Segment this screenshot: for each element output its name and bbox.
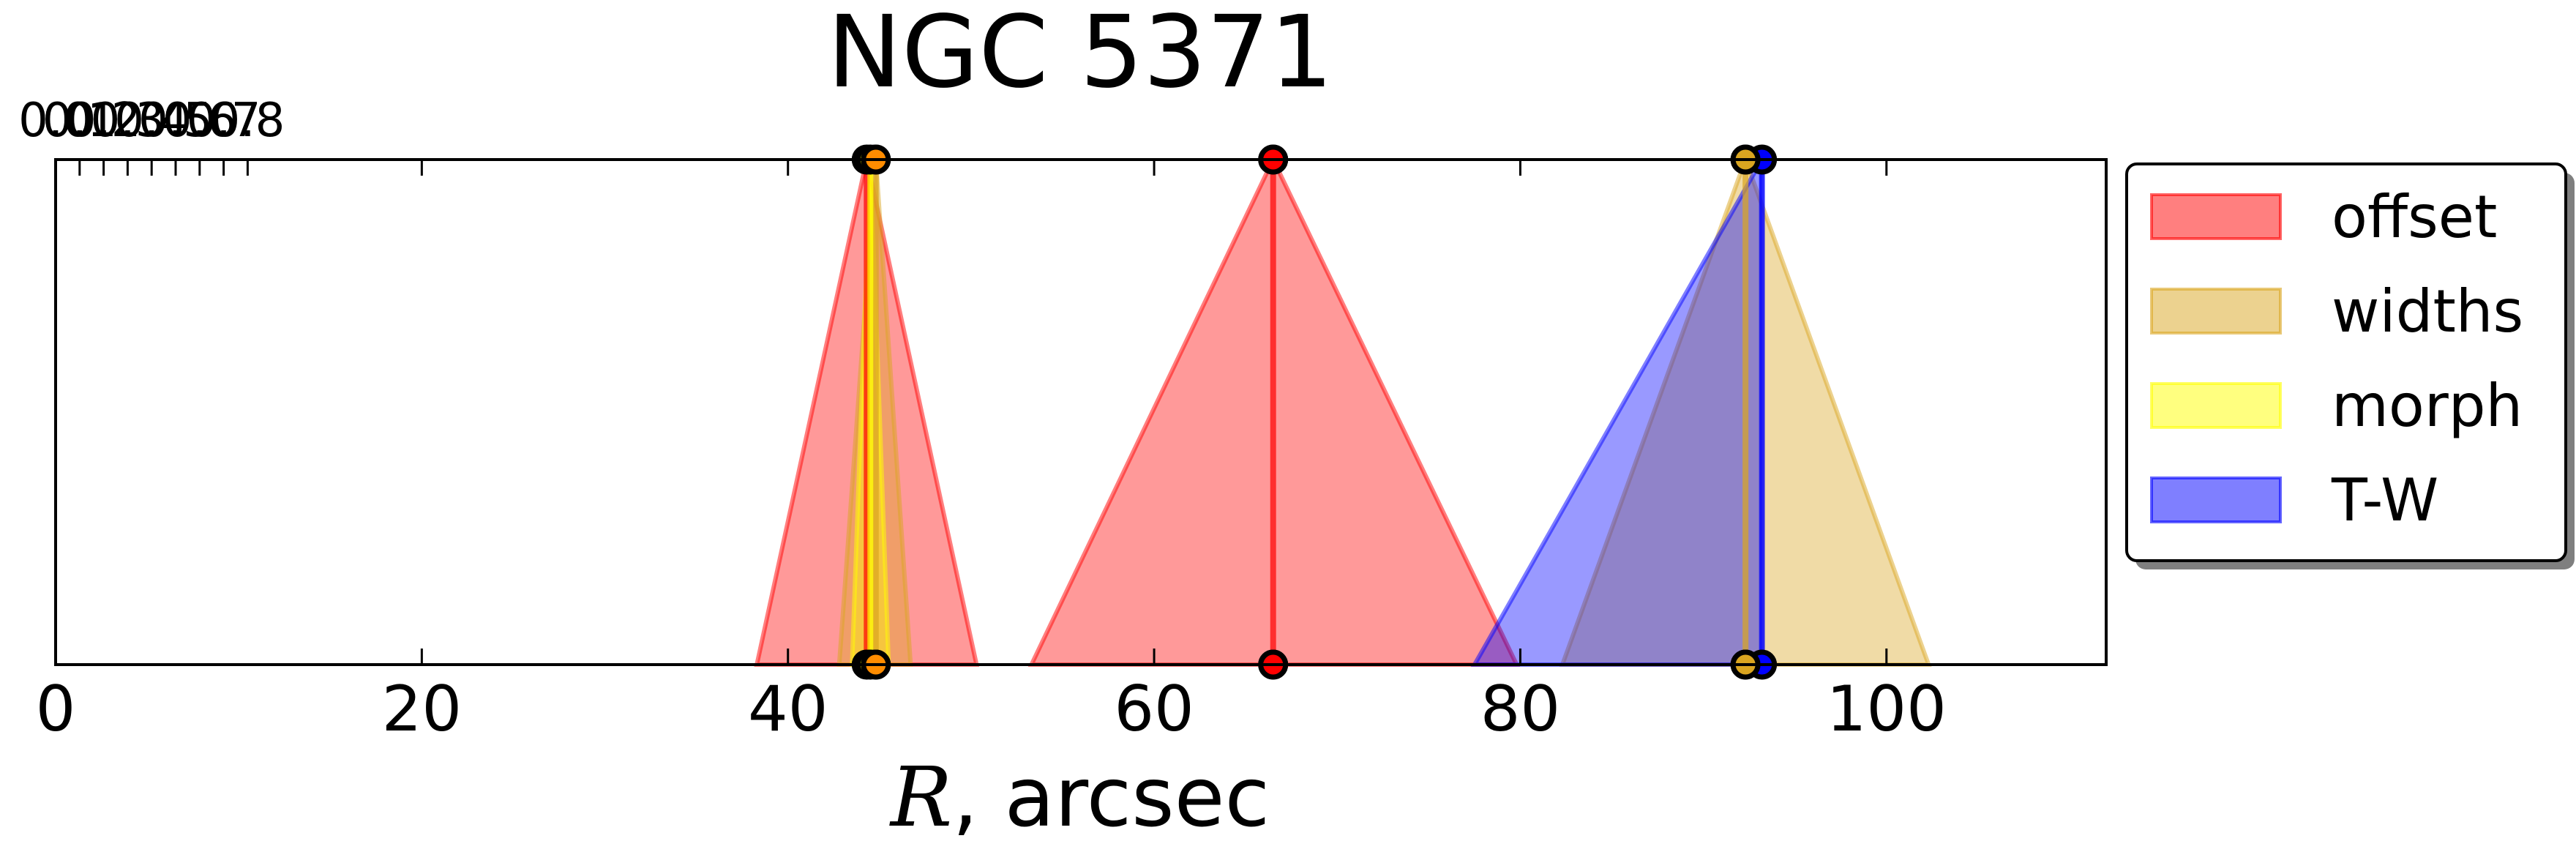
legend-label-T-W: T-W: [2331, 466, 2438, 534]
top-tick-label-0.8: 0.8: [211, 94, 285, 148]
top-tick-label-0.4: 0.4: [114, 94, 189, 148]
legend-swatch-morph: [2150, 382, 2282, 429]
x-axis-label: R, arcsec: [889, 750, 1270, 845]
top-tick-label-0.5: 0.5: [138, 94, 213, 148]
top-tick-label-0.1: 0.1: [42, 94, 117, 148]
x-axis-unit: , arcsec: [952, 750, 1270, 845]
plot-fills: [754, 151, 1932, 667]
bottom-axis: 0 20 40 60 80 100: [36, 160, 1947, 746]
plot-frame: [54, 158, 2108, 666]
legend-label-morph: morph: [2332, 372, 2523, 440]
x-tick-label-80: 80: [1480, 673, 1560, 746]
top-tick-label-0.2: 0.2: [67, 94, 141, 148]
x-axis-symbol: R: [889, 750, 952, 845]
top-tick-label-0.6: 0.6: [162, 94, 237, 148]
x-tick-label-20: 20: [382, 673, 462, 746]
x-tick-label-40: 40: [748, 673, 828, 746]
legend-swatch-offset: [2150, 193, 2282, 240]
plot-lines: [864, 160, 1765, 665]
top-axis: 0.00.10.20.30.40.50.60.70.8: [18, 94, 285, 176]
top-tick-label-0.3: 0.3: [91, 94, 165, 148]
legend-swatch-T-W: [2150, 477, 2282, 523]
legend-label-widths: widths: [2332, 277, 2523, 345]
legend: offset widths morph T-W: [2125, 162, 2575, 569]
x-tick-label-0: 0: [36, 673, 76, 746]
legend-box: [2125, 162, 2567, 562]
top-tick-label-0.7: 0.7: [187, 94, 261, 148]
legend-label-offset: offset: [2332, 183, 2497, 251]
legend-swatch-widths: [2150, 288, 2282, 335]
T-W-triangle-0: [1470, 151, 1764, 667]
chart-title: NGC 5371: [827, 0, 1333, 111]
top-tick-label-0.0: 0.0: [18, 94, 93, 148]
x-tick-label-60: 60: [1114, 673, 1194, 746]
x-tick-label-100: 100: [1827, 673, 1947, 746]
